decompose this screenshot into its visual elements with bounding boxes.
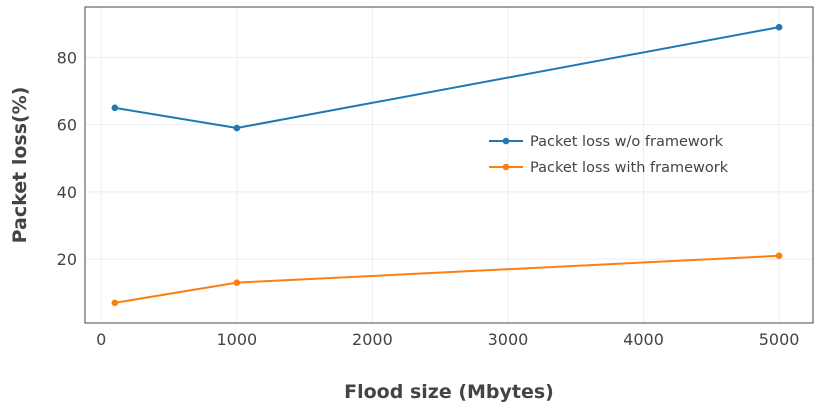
x-axis-title: Flood size (Mbytes) <box>344 381 554 403</box>
y-tick-label: 80 <box>57 48 77 67</box>
y-tick-label: 40 <box>57 183 77 202</box>
legend-label: Packet loss w/o framework <box>530 134 724 150</box>
y-tick-label: 20 <box>57 250 77 269</box>
legend-label: Packet loss with framework <box>530 160 729 176</box>
data-point <box>111 104 119 112</box>
data-point <box>111 299 119 307</box>
data-point <box>233 124 241 132</box>
series-1 <box>111 23 783 132</box>
legend-item: Packet loss with framework <box>489 160 729 176</box>
x-tick-label: 0 <box>96 330 106 349</box>
y-axis-ticks: 20 40 60 80 <box>57 48 77 269</box>
data-point <box>775 252 783 260</box>
x-axis-ticks: 0 1000 2000 3000 4000 5000 <box>96 330 799 349</box>
series-line <box>114 26 780 130</box>
plot-area-frame <box>84 6 814 324</box>
legend: Packet loss w/o framework Packet loss wit… <box>489 134 729 176</box>
data-point <box>233 279 241 286</box>
legend-swatch-marker <box>502 137 510 145</box>
x-tick-label: 3000 <box>488 330 529 349</box>
x-tick-label: 5000 <box>759 330 800 349</box>
y-tick-label: 60 <box>57 116 77 135</box>
x-tick-label: 1000 <box>216 330 257 349</box>
data-point <box>775 23 783 31</box>
series-layer <box>111 23 783 307</box>
x-tick-label: 4000 <box>623 330 664 349</box>
legend-item: Packet loss w/o framework <box>489 134 724 150</box>
x-tick-label: 2000 <box>352 330 393 349</box>
series-line <box>114 254 780 304</box>
series-2 <box>111 252 783 307</box>
y-axis-title: Packet loss(%) <box>9 87 31 244</box>
grid <box>85 7 813 323</box>
legend-swatch-marker <box>502 163 510 171</box>
